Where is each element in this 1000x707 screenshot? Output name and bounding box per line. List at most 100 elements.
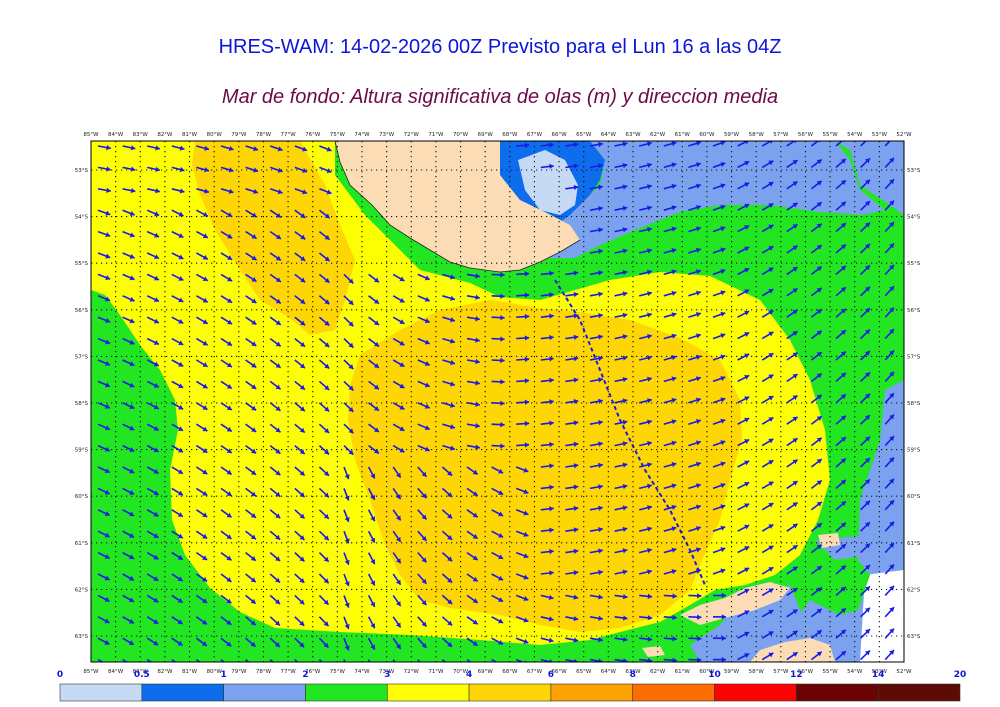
direction-arrowhead	[251, 427, 257, 432]
direction-arrowhead	[472, 512, 478, 518]
direction-arrowhead	[275, 384, 281, 390]
direction-arrowhead	[889, 500, 894, 506]
direction-arrowhead	[865, 393, 870, 399]
direction-arrowhead	[721, 657, 726, 662]
direction-arrowhead	[275, 406, 281, 411]
direction-arrowhead	[399, 383, 405, 389]
direction-arrowhead	[647, 355, 652, 361]
direction-arrowhead	[671, 141, 677, 147]
direction-arrowhead	[227, 319, 233, 325]
direction-arrowhead	[523, 531, 529, 537]
direction-arrowhead	[720, 247, 726, 253]
direction-arrowhead	[500, 293, 505, 299]
lon-label: 53°W	[872, 132, 888, 138]
lat-label: 57°S	[907, 354, 921, 360]
direction-arrowhead	[202, 533, 208, 539]
direction-arrowhead	[324, 213, 330, 219]
direction-arrowhead	[816, 416, 822, 421]
direction-arrowhead	[744, 310, 750, 316]
colorbar-tick-label: 8	[630, 670, 636, 680]
direction-arrowhead	[548, 616, 554, 622]
direction-arrowhead	[622, 548, 628, 554]
direction-arrowhead	[622, 162, 628, 169]
direction-arrowhead	[275, 234, 281, 239]
direction-arrowhead	[178, 361, 184, 367]
colorbar-swatch	[877, 683, 961, 702]
direction-arrowhead	[549, 313, 554, 319]
direction-arrowhead	[671, 312, 677, 318]
direction-arrowhead	[816, 608, 822, 614]
direction-arrowhead	[697, 593, 702, 599]
direction-arrowhead	[153, 318, 159, 324]
direction-arrowhead	[598, 355, 603, 362]
direction-arrowhead	[598, 420, 603, 426]
direction-arrowhead	[250, 620, 256, 626]
direction-arrowhead	[865, 179, 870, 185]
direction-arrowhead	[250, 513, 256, 518]
direction-arrowhead	[370, 644, 376, 650]
direction-arrowhead	[250, 577, 256, 583]
direction-arrowhead	[128, 597, 134, 603]
direction-arrowhead	[202, 362, 208, 367]
direction-arrowhead	[498, 554, 504, 560]
direction-arrow	[97, 658, 105, 662]
direction-arrowhead	[622, 569, 628, 575]
direction-arrowhead	[865, 436, 870, 442]
direction-arrowhead	[573, 484, 579, 490]
lon-label: 75°W	[330, 132, 346, 138]
direction-arrowhead	[473, 662, 478, 667]
direction-arrowhead	[129, 404, 135, 410]
direction-arrowhead	[598, 441, 603, 447]
direction-arrowhead	[370, 494, 376, 500]
direction-arrowhead	[202, 233, 208, 239]
lon-label: 53°W	[872, 669, 888, 675]
lat-label: 59°S	[907, 448, 921, 454]
direction-arrowhead	[744, 182, 750, 188]
lon-label: 61°W	[675, 132, 691, 138]
direction-arrowhead	[178, 318, 184, 324]
direction-arrowhead	[475, 358, 480, 365]
direction-arrowhead	[647, 226, 652, 233]
lon-label: 56°W	[798, 669, 814, 675]
direction-arrowhead	[768, 160, 774, 166]
direction-arrowhead	[202, 276, 208, 282]
direction-arrowhead	[104, 575, 110, 581]
direction-arrow	[417, 659, 422, 662]
direction-arrowhead	[840, 201, 846, 207]
lon-label: 75°W	[330, 669, 346, 675]
lat-label: 58°S	[907, 401, 921, 407]
land-islet	[642, 646, 665, 657]
lon-label: 84°W	[108, 669, 124, 675]
direction-arrowhead	[598, 569, 603, 576]
direction-arrowhead	[865, 564, 870, 570]
direction-arrowhead	[179, 188, 185, 194]
direction-arrowhead	[153, 297, 159, 303]
land-south-shetland	[680, 582, 790, 625]
direction-arrowhead	[744, 460, 750, 466]
direction-arrowhead	[324, 449, 330, 455]
direction-arrowhead	[816, 159, 822, 165]
direction-arrowhead	[424, 425, 430, 431]
direction-arrowhead	[840, 287, 846, 293]
map-frame	[90, 140, 905, 663]
direction-arrow	[318, 659, 323, 662]
direction-arrowhead	[523, 617, 529, 623]
direction-arrowhead	[300, 234, 306, 240]
direction-arrowhead	[472, 640, 478, 646]
direction-arrowhead	[695, 290, 701, 296]
direction-arrowhead	[421, 471, 427, 477]
direction-arrowhead	[227, 255, 233, 260]
direction-arrowhead	[344, 559, 350, 565]
direction-arrowhead	[129, 382, 135, 388]
direction-arrowhead	[672, 593, 677, 599]
direction-arrowhead	[153, 554, 159, 560]
direction-arrowhead	[622, 376, 628, 383]
direction-arrowhead	[744, 267, 750, 273]
lon-label: 81°W	[182, 132, 198, 138]
direction-arrowhead	[768, 246, 774, 251]
direction-arrowhead	[792, 416, 798, 422]
direction-arrowhead	[768, 524, 774, 530]
direction-arrowhead	[202, 340, 208, 346]
direction-arrowhead	[202, 297, 208, 303]
